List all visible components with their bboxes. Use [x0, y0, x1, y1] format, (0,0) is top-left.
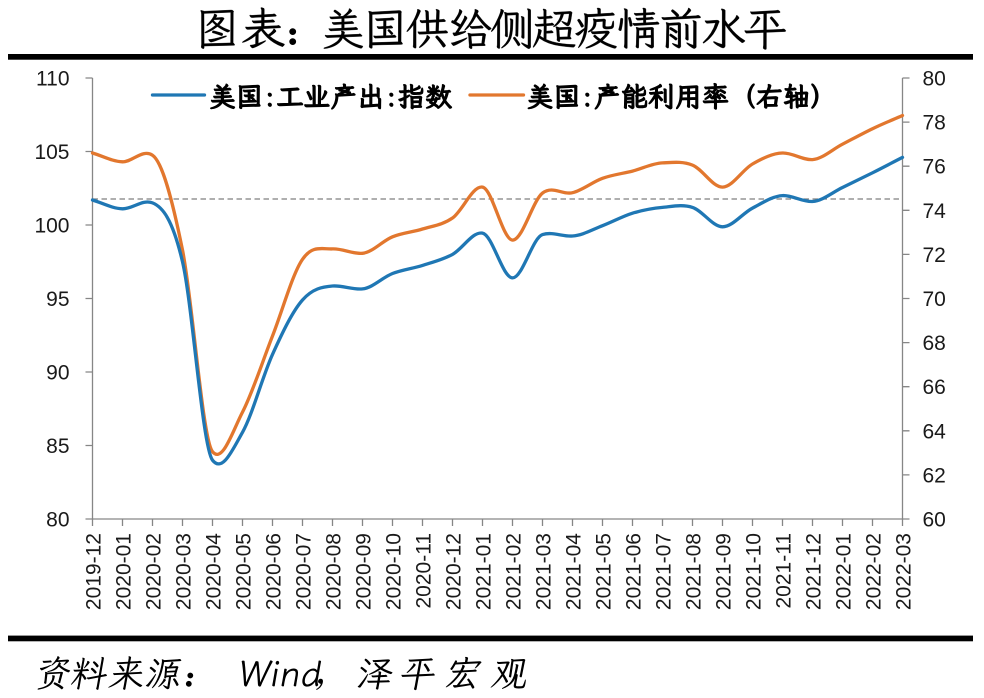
- svg-text:2020-06: 2020-06: [262, 533, 285, 610]
- svg-text:76: 76: [923, 156, 946, 179]
- svg-text:95: 95: [46, 288, 69, 311]
- svg-text:2021-04: 2021-04: [562, 533, 585, 610]
- svg-text:66: 66: [923, 376, 946, 399]
- svg-text:2021-06: 2021-06: [622, 533, 645, 610]
- svg-text:2020-01: 2020-01: [112, 533, 135, 610]
- svg-text:78: 78: [923, 112, 946, 135]
- svg-text:2019-12: 2019-12: [82, 533, 105, 610]
- svg-text:2020-04: 2020-04: [202, 533, 225, 610]
- svg-text:80: 80: [46, 509, 69, 532]
- svg-text:2021-02: 2021-02: [502, 533, 525, 610]
- svg-text:74: 74: [923, 200, 947, 223]
- svg-text:2020-03: 2020-03: [172, 533, 195, 610]
- svg-text:80: 80: [923, 68, 946, 91]
- svg-text:2020-11: 2020-11: [412, 533, 435, 609]
- svg-text:2020-08: 2020-08: [322, 533, 345, 610]
- svg-text:2021-12: 2021-12: [802, 533, 825, 610]
- svg-text:2021-05: 2021-05: [592, 533, 615, 610]
- svg-text:85: 85: [46, 435, 69, 458]
- svg-text:2022-01: 2022-01: [832, 533, 855, 610]
- svg-text:2020-10: 2020-10: [382, 533, 405, 610]
- svg-text:62: 62: [923, 464, 946, 487]
- svg-text:2020-02: 2020-02: [142, 533, 165, 610]
- svg-text:2021-07: 2021-07: [652, 533, 675, 610]
- svg-text:90: 90: [46, 362, 69, 385]
- svg-text:2022-03: 2022-03: [892, 533, 915, 610]
- svg-text:2021-09: 2021-09: [712, 533, 735, 610]
- svg-text:2020-05: 2020-05: [232, 533, 255, 610]
- svg-text:2021-10: 2021-10: [742, 533, 765, 610]
- svg-text:72: 72: [923, 244, 946, 267]
- svg-text:64: 64: [923, 420, 947, 443]
- svg-text:105: 105: [34, 141, 69, 164]
- svg-text:60: 60: [923, 509, 946, 532]
- svg-text:2021-01: 2021-01: [472, 533, 495, 610]
- svg-text:2020-09: 2020-09: [352, 533, 375, 610]
- svg-text:110: 110: [36, 68, 69, 91]
- svg-text:68: 68: [923, 332, 946, 355]
- svg-text:2021-03: 2021-03: [532, 533, 555, 610]
- svg-text:2022-02: 2022-02: [862, 533, 885, 610]
- svg-text:2021-08: 2021-08: [682, 533, 705, 610]
- svg-text:2021-11: 2021-11: [772, 533, 795, 609]
- svg-text:2020-12: 2020-12: [442, 533, 465, 610]
- svg-text:2020-07: 2020-07: [292, 533, 315, 610]
- svg-text:70: 70: [923, 288, 946, 311]
- svg-text:100: 100: [34, 215, 69, 238]
